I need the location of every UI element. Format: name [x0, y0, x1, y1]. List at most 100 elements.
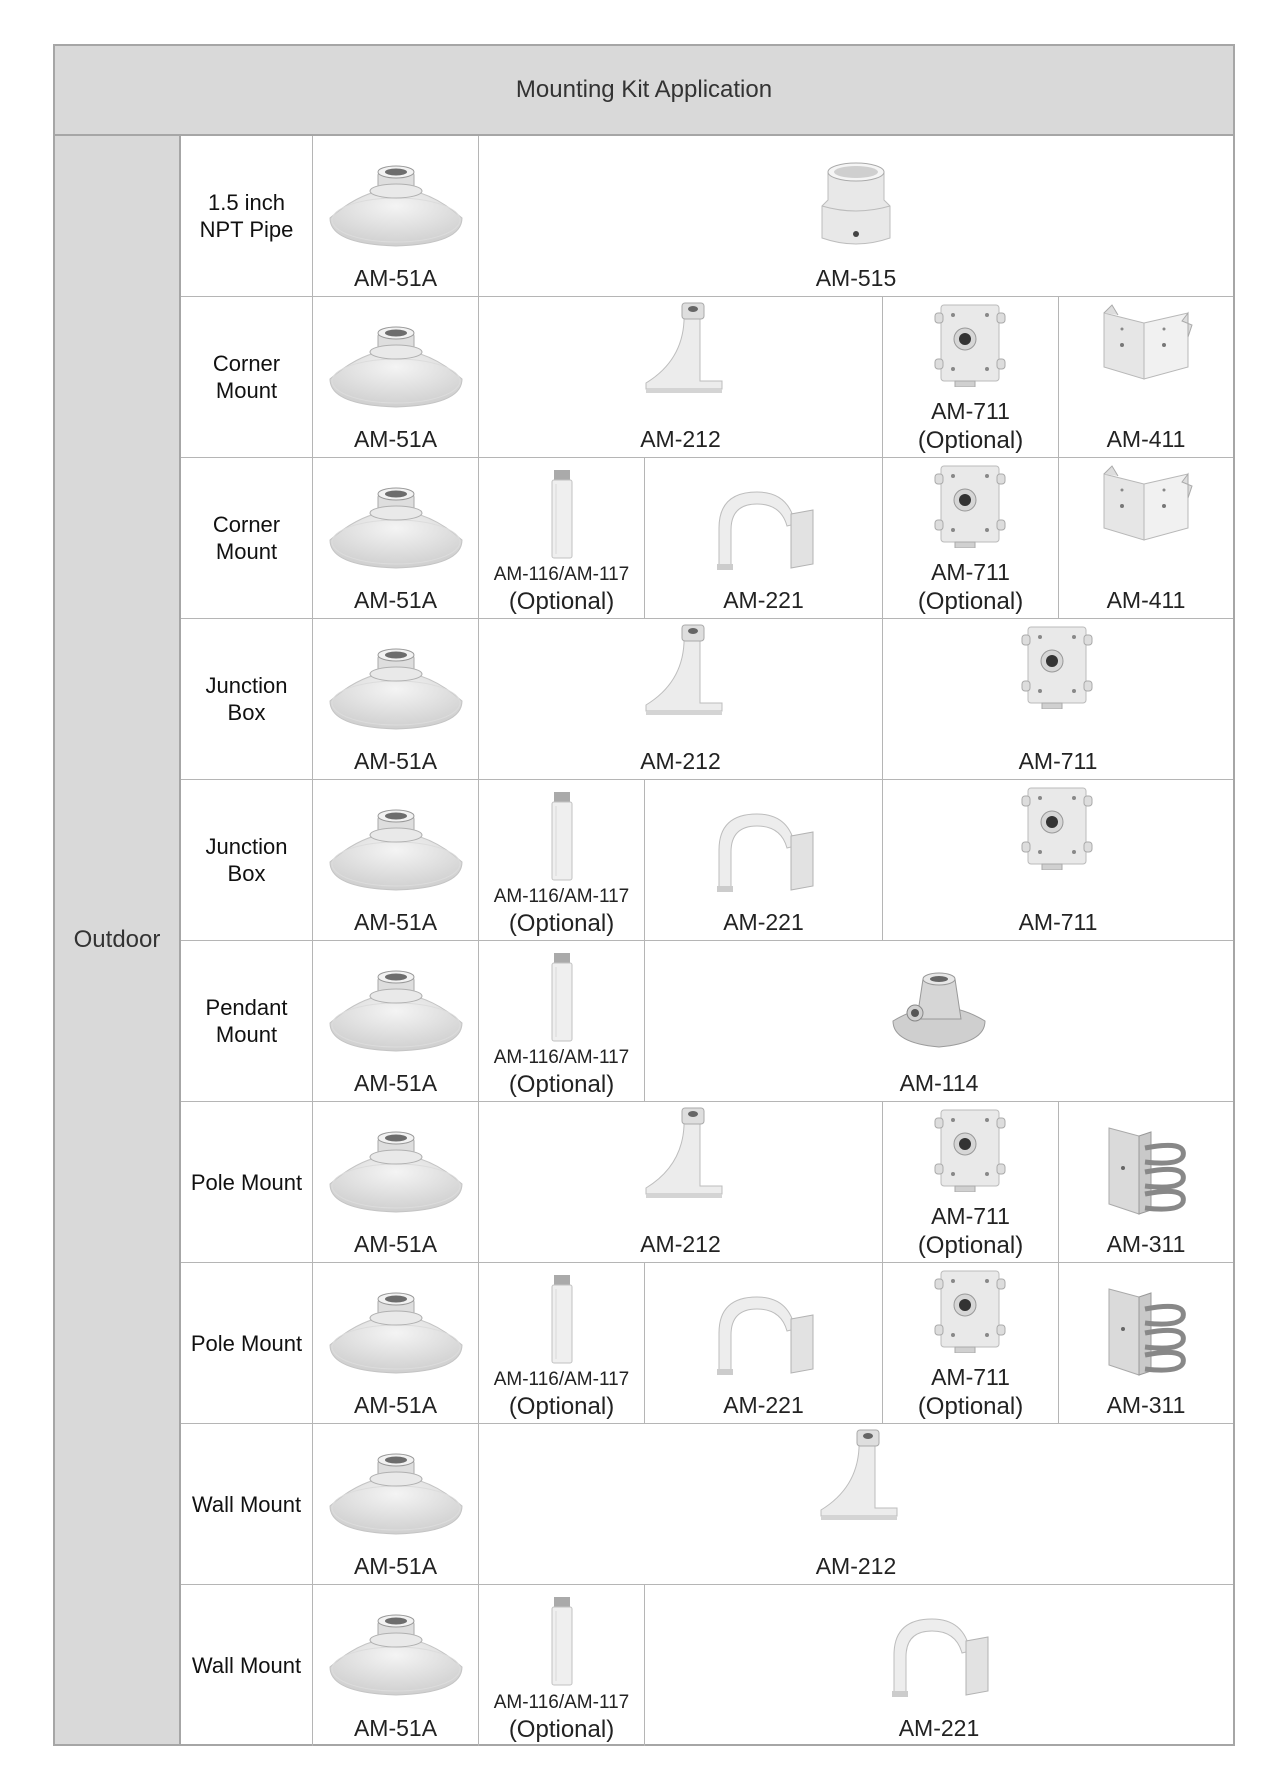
kit-cell: AM-221 [645, 780, 883, 940]
mount-type-label: Pole Mount [181, 1263, 313, 1423]
wall-bracket-icon [636, 301, 726, 402]
kit-cell: AM-212 [479, 619, 883, 779]
kit-cell: AM-711 (Optional) [883, 297, 1059, 457]
kit-cell: AM-221 [645, 1263, 883, 1423]
kit-cell: AM-311 [1059, 1263, 1233, 1423]
ceiling-mount-icon [889, 963, 989, 1058]
mount-type-label: Junction Box [181, 619, 313, 779]
kit-model-label: AM-711 [931, 1364, 1010, 1390]
kit-cell: AM-515 [479, 136, 1233, 296]
pole-strap-icon [1101, 1283, 1191, 1384]
kit-model-label: AM-221 [723, 909, 804, 935]
junction-box-icon [1018, 621, 1098, 714]
extension-pipe-icon [547, 1593, 577, 1694]
kit-model-label: AM-51A [353, 1392, 438, 1418]
table-row: Pole Mount AM-51A AM-212 AM-711 (Optional… [181, 1102, 1233, 1263]
extension-pipe-icon [547, 788, 577, 889]
kit-cell: AM-411 [1059, 297, 1233, 457]
mount-type-label: Corner Mount [181, 458, 313, 618]
kit-cell: AM-411 [1059, 458, 1233, 618]
table-title: Mounting Kit Application [55, 46, 1233, 136]
kit-model-label: AM-711 [931, 1203, 1010, 1229]
dome-adapter-icon [326, 1607, 466, 1708]
mounting-kit-table: Mounting Kit Application Outdoor 1.5 inc… [53, 44, 1235, 1746]
junction-box-icon [931, 299, 1011, 392]
kit-model-label: AM-51A [353, 1715, 438, 1741]
kit-model-label: AM-711 [931, 559, 1010, 585]
gooseneck-bracket-icon [709, 1289, 819, 1380]
table-row: Wall Mount AM-51A AM-212 [181, 1424, 1233, 1585]
mount-type-label: Junction Box [181, 780, 313, 940]
kit-optional-note: (Optional) [917, 588, 1024, 615]
extension-pipe-icon [547, 1271, 577, 1372]
kit-cell: AM-51A [313, 1424, 479, 1584]
table-row: Pendant Mount AM-51A AM-116/AM-117 (Optio… [181, 941, 1233, 1102]
junction-box-icon [931, 1104, 1011, 1197]
kit-model-label: AM-212 [815, 1553, 897, 1579]
kit-model-label: AM-411 [1106, 587, 1186, 613]
table-row: Corner Mount AM-51A AM-116/AM-117 (Option… [181, 458, 1233, 619]
kit-cell: AM-221 [645, 458, 883, 618]
kit-model-label: AM-51A [353, 1070, 438, 1096]
junction-box-icon [1018, 782, 1098, 875]
kit-cell: AM-51A [313, 1585, 479, 1746]
category-label: Outdoor [55, 136, 181, 1744]
kit-cell: AM-116/AM-117 (Optional) [479, 1263, 645, 1423]
kit-model-label: AM-212 [640, 426, 721, 452]
kit-cell: AM-51A [313, 136, 479, 296]
kit-model-label: AM-711 [1018, 748, 1098, 774]
kit-optional-note: (Optional) [917, 427, 1024, 454]
kit-model-label: AM-51A [353, 909, 438, 935]
kit-model-label: AM-212 [640, 1231, 721, 1257]
kit-model-label: AM-51A [353, 587, 438, 613]
kit-model-label: AM-116/AM-117 [493, 564, 630, 585]
table-row: Junction Box AM-51A AM-212 AM-711 [181, 619, 1233, 780]
kit-cell: AM-116/AM-117 (Optional) [479, 780, 645, 940]
kit-model-label: AM-51A [353, 1231, 438, 1257]
kit-cell: AM-116/AM-117 (Optional) [479, 941, 645, 1101]
table-row: 1.5 inch NPT Pipe AM-51A AM-515 [181, 136, 1233, 297]
kit-cell: AM-116/AM-117 (Optional) [479, 1585, 645, 1746]
table-row: Junction Box AM-51A AM-116/AM-117 (Option… [181, 780, 1233, 941]
kit-cell: AM-114 [645, 941, 1233, 1101]
dome-adapter-icon [326, 319, 466, 420]
table-row: Corner Mount AM-51A AM-212 AM-711 (Option… [181, 297, 1233, 458]
kit-cell: AM-212 [479, 1424, 1233, 1584]
kit-cell: AM-51A [313, 1263, 479, 1423]
table-row: Pole Mount AM-51A AM-116/AM-117 (Optional… [181, 1263, 1233, 1424]
dome-adapter-icon [326, 158, 466, 259]
corner-plate-icon [1098, 464, 1194, 549]
gooseneck-bracket-icon [709, 484, 819, 575]
kit-model-label: AM-515 [815, 265, 897, 291]
pole-strap-icon [1101, 1122, 1191, 1223]
kit-model-label: AM-116/AM-117 [493, 1047, 630, 1068]
kit-cell: AM-212 [479, 1102, 883, 1262]
mount-type-label: Wall Mount [181, 1585, 313, 1746]
kit-cell: AM-51A [313, 458, 479, 618]
kit-model-label: AM-51A [353, 748, 438, 774]
extension-pipe-icon [547, 949, 577, 1050]
dome-adapter-icon [326, 641, 466, 742]
gooseneck-bracket-icon [709, 806, 819, 897]
kit-model-label: AM-114 [899, 1070, 979, 1096]
junction-box-icon [931, 460, 1011, 553]
mount-type-label: Pendant Mount [181, 941, 313, 1101]
wall-bracket-icon [636, 623, 726, 724]
junction-box-icon [931, 1265, 1011, 1358]
kit-model-label: AM-212 [640, 748, 721, 774]
kit-optional-note: (Optional) [508, 588, 615, 615]
kit-cell: AM-311 [1059, 1102, 1233, 1262]
kit-optional-note: (Optional) [917, 1232, 1024, 1259]
kit-cell: AM-711 (Optional) [883, 458, 1059, 618]
wall-bracket-icon [636, 1106, 726, 1207]
kit-model-label: AM-221 [898, 1715, 980, 1741]
dome-adapter-icon [326, 1446, 466, 1547]
kit-model-label: AM-116/AM-117 [493, 886, 630, 907]
kit-optional-note: (Optional) [508, 910, 615, 937]
kit-optional-note: (Optional) [508, 1716, 615, 1743]
kit-model-label: AM-221 [723, 1392, 804, 1418]
kit-model-label: AM-51A [353, 265, 438, 291]
kit-cell: AM-51A [313, 1102, 479, 1262]
corner-plate-icon [1098, 303, 1194, 388]
kit-model-label: AM-311 [1106, 1392, 1186, 1418]
